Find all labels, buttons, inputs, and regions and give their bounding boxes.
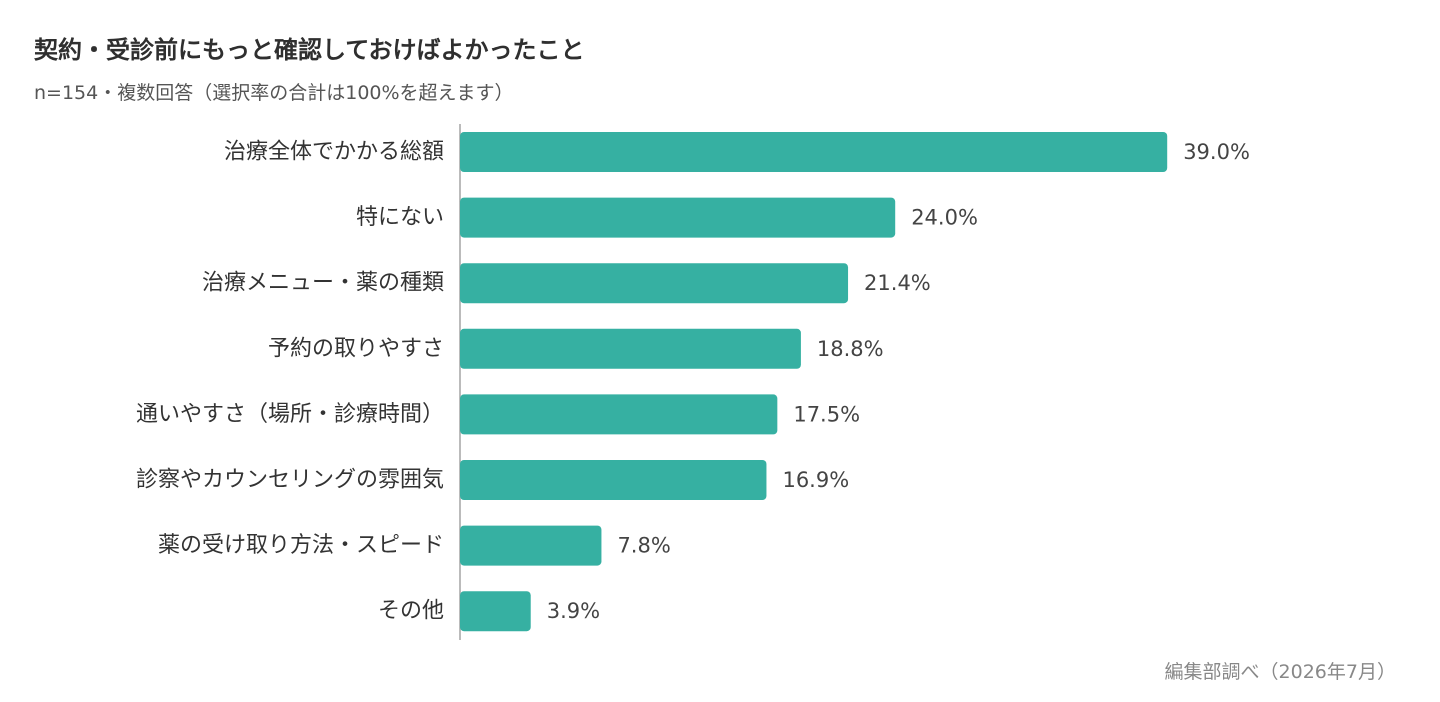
- category-label: 治療メニュー・薬の種類: [202, 271, 444, 296]
- value-label: 18.8%: [817, 337, 884, 361]
- value-label: 24.0%: [911, 206, 978, 230]
- category-label: 治療全体でかかる総額: [224, 140, 444, 165]
- value-label: 7.8%: [617, 534, 670, 558]
- value-label: 21.4%: [864, 271, 931, 295]
- bar: [460, 328, 801, 369]
- category-label: 特にない: [356, 205, 444, 230]
- bar: [460, 525, 602, 566]
- value-label: 17.5%: [793, 402, 860, 426]
- value-label: 39.0%: [1183, 140, 1250, 164]
- category-label: 診察やカウンセリングの雰囲気: [136, 468, 444, 493]
- value-label: 16.9%: [782, 468, 849, 492]
- bar: [460, 132, 1168, 172]
- source-note: 編集部調べ（2026年7月）: [1164, 661, 1396, 683]
- bar: [460, 197, 896, 238]
- bar: [460, 394, 778, 435]
- value-label: 3.9%: [547, 599, 600, 623]
- chart-subtitle: n=154・複数回答（選択率の合計は100%を超えます）: [34, 82, 514, 104]
- category-label: 薬の受け取り方法・スピード: [158, 533, 444, 558]
- category-label: 通いやすさ（場所・診療時間）: [136, 402, 444, 427]
- bar: [460, 591, 531, 632]
- category-label: 予約の取りやすさ: [268, 336, 444, 361]
- chart-title: 契約・受診前にもっと確認しておけばよかったこと: [34, 36, 585, 64]
- bar: [460, 460, 767, 500]
- category-label: その他: [378, 599, 444, 624]
- bar: [460, 263, 849, 304]
